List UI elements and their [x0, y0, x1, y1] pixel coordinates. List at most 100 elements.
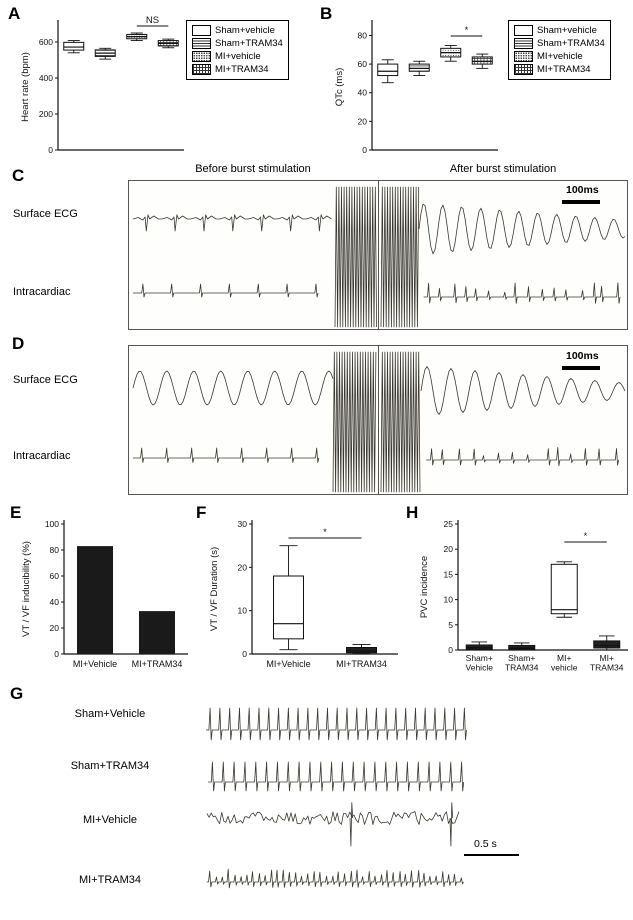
- svg-text:*: *: [584, 531, 588, 542]
- ecg-box-d-after: [378, 345, 628, 495]
- legend-item: MI+vehicle: [514, 50, 605, 63]
- panel-c-label: C: [12, 166, 25, 185]
- svg-text:30: 30: [238, 519, 248, 529]
- svg-text:25: 25: [444, 519, 454, 529]
- g-row-label-mi-tram34: MI+TRAM34: [78, 874, 142, 886]
- svg-text:*: *: [465, 25, 469, 36]
- legend-swatch-mi-tram34: [192, 64, 211, 75]
- svg-text:MI+: MI+: [557, 653, 571, 663]
- surface-ecg-label: Surface ECG: [13, 374, 78, 386]
- legend-item: Sham+vehicle: [514, 24, 605, 37]
- svg-text:Sham+: Sham+: [508, 653, 535, 663]
- legend-label: MI+vehicle: [537, 51, 583, 62]
- svg-text:0: 0: [242, 649, 247, 659]
- ecg-trace-sham-tram34: [208, 761, 465, 792]
- svg-text:MI+TRAM34: MI+TRAM34: [336, 659, 387, 669]
- svg-text:0: 0: [54, 649, 59, 659]
- legend-item: MI+TRAM34: [192, 63, 283, 76]
- svg-text:20: 20: [238, 562, 248, 572]
- svg-text:20: 20: [444, 544, 454, 554]
- svg-text:10: 10: [444, 595, 454, 605]
- svg-text:TRAM34: TRAM34: [590, 663, 624, 673]
- panel-f-label: F: [196, 503, 207, 522]
- legend-swatch-mi-vehicle: [192, 51, 211, 62]
- svg-text:20: 20: [358, 116, 368, 126]
- svg-text:VT / VF Duration (s): VT / VF Duration (s): [209, 547, 220, 631]
- legend-swatch-sham-tram34: [514, 38, 533, 49]
- legend-item: MI+TRAM34: [514, 63, 605, 76]
- svg-text:200: 200: [39, 109, 53, 119]
- ecg-trace-mi-vehicle: [206, 802, 460, 847]
- panel-g-label: G: [10, 684, 24, 703]
- svg-text:400: 400: [39, 73, 53, 83]
- svg-text:40: 40: [50, 597, 60, 607]
- panel-a-boxplot: 0 200 400 600 Heart rate (bpm) NS: [20, 15, 184, 155]
- panel-b-legend: Sham+vehicle Sham+TRAM34 MI+vehicle MI+T…: [508, 20, 611, 80]
- svg-text:Vehicle: Vehicle: [466, 663, 494, 673]
- panel-e-barchart: 0 20 40 60 80 100 VT / VF inducibility (%) MI+V…: [21, 519, 188, 669]
- svg-text:*: *: [323, 527, 327, 538]
- svg-text:80: 80: [50, 545, 60, 555]
- svg-text:5: 5: [448, 620, 453, 630]
- svg-text:vehicle: vehicle: [551, 663, 578, 673]
- ecg-trace-c-before: [132, 186, 377, 328]
- ecg-trace-mi-tram34: [206, 868, 464, 889]
- ecg-trace-sham-vehicle: [206, 707, 467, 741]
- timescale-bar-g: [464, 854, 519, 856]
- timescale-bar-d: [562, 366, 600, 370]
- panel-h-label: H: [406, 503, 419, 522]
- panel-a-label: A: [8, 4, 21, 23]
- svg-text:100: 100: [45, 519, 59, 529]
- svg-text:PVC incidence: PVC incidence: [419, 556, 430, 618]
- legend-label: MI+TRAM34: [537, 64, 591, 75]
- ecg-trace-c-after: [380, 186, 626, 328]
- svg-text:0: 0: [448, 645, 453, 655]
- svg-text:MI+TRAM34: MI+TRAM34: [132, 659, 183, 669]
- column-header-after: After burst stimulation: [449, 163, 557, 175]
- g-row-label-sham-tram34: Sham+TRAM34: [70, 760, 150, 772]
- panel-a-legend: Sham+vehicle Sham+TRAM34 MI+vehicle MI+T…: [186, 20, 289, 80]
- legend-item: MI+vehicle: [192, 50, 283, 63]
- legend-swatch-sham-tram34: [192, 38, 211, 49]
- legend-label: Sham+vehicle: [215, 25, 275, 36]
- surface-ecg-label: Surface ECG: [13, 208, 78, 220]
- panel-b-label: B: [320, 4, 333, 23]
- svg-text:80: 80: [358, 30, 368, 40]
- ecg-box-d-before: [128, 345, 379, 495]
- timescale-label-c: 100ms: [566, 184, 599, 196]
- svg-text:QTc (ms): QTc (ms): [334, 68, 345, 107]
- ecg-trace-d-after: [380, 351, 626, 493]
- svg-text:MI+: MI+: [600, 653, 614, 663]
- svg-text:15: 15: [444, 569, 454, 579]
- svg-text:Sham+: Sham+: [466, 653, 493, 663]
- svg-text:60: 60: [358, 59, 368, 69]
- timescale-bar-c: [562, 200, 600, 204]
- panel-d-label: D: [12, 334, 25, 353]
- ecg-box-c-after: [378, 180, 628, 330]
- panel-b-boxplot: 0 20 40 60 80 QTc (ms) *: [334, 20, 498, 155]
- legend-swatch-mi-vehicle: [514, 51, 533, 62]
- svg-text:VT / VF inducibility (%): VT / VF inducibility (%): [21, 541, 32, 637]
- svg-text:10: 10: [238, 606, 248, 616]
- legend-item: Sham+vehicle: [192, 24, 283, 37]
- legend-item: Sham+TRAM34: [514, 37, 605, 50]
- panel-e-label: E: [10, 503, 22, 522]
- legend-swatch-mi-tram34: [514, 64, 533, 75]
- legend-swatch-sham-vehicle: [514, 25, 533, 36]
- g-row-label-sham-vehicle: Sham+Vehicle: [74, 708, 146, 720]
- legend-item: Sham+TRAM34: [192, 37, 283, 50]
- svg-text:60: 60: [50, 571, 60, 581]
- svg-text:MI+Vehicle: MI+Vehicle: [266, 659, 310, 669]
- legend-label: Sham+vehicle: [537, 25, 597, 36]
- svg-text:600: 600: [39, 37, 53, 47]
- timescale-label-d: 100ms: [566, 350, 599, 362]
- legend-label: Sham+TRAM34: [215, 38, 283, 49]
- g-row-label-mi-vehicle: MI+Vehicle: [82, 814, 138, 826]
- svg-text:NS: NS: [146, 15, 159, 26]
- svg-text:20: 20: [50, 623, 60, 633]
- svg-text:TRAM34: TRAM34: [505, 663, 539, 673]
- svg-text:0: 0: [362, 145, 367, 155]
- ecg-trace-d-before: [132, 351, 377, 493]
